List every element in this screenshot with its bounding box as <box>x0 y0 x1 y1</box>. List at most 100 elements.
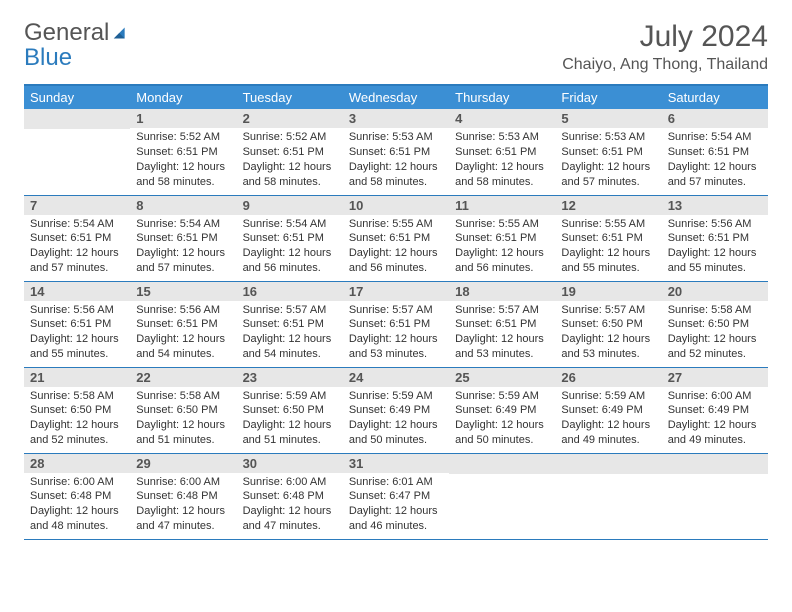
daylight-line: Daylight: 12 hours and 51 minutes. <box>243 418 337 448</box>
day-number: 26 <box>555 368 661 387</box>
sunset-line: Sunset: 6:51 PM <box>455 145 549 160</box>
calendar-cell: 19Sunrise: 5:57 AMSunset: 6:50 PMDayligh… <box>555 281 661 367</box>
daylight-line: Daylight: 12 hours and 58 minutes. <box>349 160 443 190</box>
daylight-line: Daylight: 12 hours and 47 minutes. <box>136 504 230 534</box>
day-body: Sunrise: 5:58 AMSunset: 6:50 PMDaylight:… <box>24 387 130 452</box>
calendar-cell: 21Sunrise: 5:58 AMSunset: 6:50 PMDayligh… <box>24 367 130 453</box>
calendar-cell: 3Sunrise: 5:53 AMSunset: 6:51 PMDaylight… <box>343 109 449 195</box>
calendar-cell: 27Sunrise: 6:00 AMSunset: 6:49 PMDayligh… <box>662 367 768 453</box>
day-body: Sunrise: 5:58 AMSunset: 6:50 PMDaylight:… <box>130 387 236 452</box>
day-number: 31 <box>343 454 449 473</box>
dow-header: Monday <box>130 86 236 109</box>
sunset-line: Sunset: 6:51 PM <box>30 317 124 332</box>
day-number: 28 <box>24 454 130 473</box>
sunset-line: Sunset: 6:51 PM <box>243 231 337 246</box>
day-body: Sunrise: 6:01 AMSunset: 6:47 PMDaylight:… <box>343 473 449 538</box>
day-body: Sunrise: 5:55 AMSunset: 6:51 PMDaylight:… <box>449 215 555 280</box>
daylight-line: Daylight: 12 hours and 57 minutes. <box>136 246 230 276</box>
day-number: 22 <box>130 368 236 387</box>
dow-header: Friday <box>555 86 661 109</box>
day-body: Sunrise: 5:58 AMSunset: 6:50 PMDaylight:… <box>662 301 768 366</box>
day-number: 14 <box>24 282 130 301</box>
day-number: 2 <box>237 109 343 128</box>
title-block: July 2024 Chaiyo, Ang Thong, Thailand <box>562 20 768 78</box>
sunset-line: Sunset: 6:51 PM <box>668 145 762 160</box>
calendar-week: 14Sunrise: 5:56 AMSunset: 6:51 PMDayligh… <box>24 281 768 367</box>
day-number: 12 <box>555 196 661 215</box>
sunrise-line: Sunrise: 5:57 AM <box>455 303 549 318</box>
day-body: Sunrise: 5:54 AMSunset: 6:51 PMDaylight:… <box>662 128 768 193</box>
day-number-empty <box>555 454 661 474</box>
calendar-cell: 18Sunrise: 5:57 AMSunset: 6:51 PMDayligh… <box>449 281 555 367</box>
day-number: 18 <box>449 282 555 301</box>
calendar-cell: 11Sunrise: 5:55 AMSunset: 6:51 PMDayligh… <box>449 195 555 281</box>
sunrise-line: Sunrise: 5:54 AM <box>668 130 762 145</box>
day-number: 17 <box>343 282 449 301</box>
calendar-cell: 26Sunrise: 5:59 AMSunset: 6:49 PMDayligh… <box>555 367 661 453</box>
daylight-line: Daylight: 12 hours and 54 minutes. <box>243 332 337 362</box>
sunrise-line: Sunrise: 5:53 AM <box>349 130 443 145</box>
calendar-cell: 15Sunrise: 5:56 AMSunset: 6:51 PMDayligh… <box>130 281 236 367</box>
day-body: Sunrise: 5:57 AMSunset: 6:51 PMDaylight:… <box>449 301 555 366</box>
day-number: 6 <box>662 109 768 128</box>
daylight-line: Daylight: 12 hours and 55 minutes. <box>668 246 762 276</box>
sunset-line: Sunset: 6:48 PM <box>30 489 124 504</box>
calendar-cell <box>449 453 555 539</box>
calendar-week: 7Sunrise: 5:54 AMSunset: 6:51 PMDaylight… <box>24 195 768 281</box>
calendar-cell: 24Sunrise: 5:59 AMSunset: 6:49 PMDayligh… <box>343 367 449 453</box>
dow-header: Wednesday <box>343 86 449 109</box>
daylight-line: Daylight: 12 hours and 52 minutes. <box>668 332 762 362</box>
sunset-line: Sunset: 6:48 PM <box>136 489 230 504</box>
day-number: 9 <box>237 196 343 215</box>
day-number: 30 <box>237 454 343 473</box>
sunset-line: Sunset: 6:49 PM <box>455 403 549 418</box>
day-number: 15 <box>130 282 236 301</box>
day-number: 4 <box>449 109 555 128</box>
day-body: Sunrise: 6:00 AMSunset: 6:48 PMDaylight:… <box>24 473 130 538</box>
calendar-cell: 30Sunrise: 6:00 AMSunset: 6:48 PMDayligh… <box>237 453 343 539</box>
sunset-line: Sunset: 6:51 PM <box>243 145 337 160</box>
sunrise-line: Sunrise: 5:55 AM <box>561 217 655 232</box>
sunset-line: Sunset: 6:51 PM <box>455 317 549 332</box>
daylight-line: Daylight: 12 hours and 53 minutes. <box>349 332 443 362</box>
day-number: 23 <box>237 368 343 387</box>
sunset-line: Sunset: 6:50 PM <box>30 403 124 418</box>
calendar-body: 1Sunrise: 5:52 AMSunset: 6:51 PMDaylight… <box>24 109 768 539</box>
daylight-line: Daylight: 12 hours and 52 minutes. <box>30 418 124 448</box>
sunset-line: Sunset: 6:51 PM <box>349 231 443 246</box>
sunset-line: Sunset: 6:49 PM <box>349 403 443 418</box>
calendar-cell <box>555 453 661 539</box>
sunrise-line: Sunrise: 5:58 AM <box>668 303 762 318</box>
day-number: 7 <box>24 196 130 215</box>
calendar-cell: 31Sunrise: 6:01 AMSunset: 6:47 PMDayligh… <box>343 453 449 539</box>
calendar-table: SundayMondayTuesdayWednesdayThursdayFrid… <box>24 86 768 540</box>
calendar-week: 21Sunrise: 5:58 AMSunset: 6:50 PMDayligh… <box>24 367 768 453</box>
daylight-line: Daylight: 12 hours and 57 minutes. <box>668 160 762 190</box>
day-number: 19 <box>555 282 661 301</box>
sunrise-line: Sunrise: 6:00 AM <box>243 475 337 490</box>
dow-header: Tuesday <box>237 86 343 109</box>
header: GeneralBlue July 2024 Chaiyo, Ang Thong,… <box>24 20 768 78</box>
calendar-cell: 22Sunrise: 5:58 AMSunset: 6:50 PMDayligh… <box>130 367 236 453</box>
day-body: Sunrise: 5:57 AMSunset: 6:51 PMDaylight:… <box>237 301 343 366</box>
day-number: 27 <box>662 368 768 387</box>
calendar-week: 28Sunrise: 6:00 AMSunset: 6:48 PMDayligh… <box>24 453 768 539</box>
day-number: 1 <box>130 109 236 128</box>
sunset-line: Sunset: 6:50 PM <box>561 317 655 332</box>
sunrise-line: Sunrise: 5:55 AM <box>349 217 443 232</box>
sunrise-line: Sunrise: 5:54 AM <box>243 217 337 232</box>
sunrise-line: Sunrise: 5:57 AM <box>243 303 337 318</box>
sunset-line: Sunset: 6:50 PM <box>243 403 337 418</box>
calendar-cell: 9Sunrise: 5:54 AMSunset: 6:51 PMDaylight… <box>237 195 343 281</box>
calendar-head: SundayMondayTuesdayWednesdayThursdayFrid… <box>24 86 768 109</box>
day-body: Sunrise: 5:54 AMSunset: 6:51 PMDaylight:… <box>130 215 236 280</box>
daylight-line: Daylight: 12 hours and 54 minutes. <box>136 332 230 362</box>
day-number: 29 <box>130 454 236 473</box>
day-body: Sunrise: 5:54 AMSunset: 6:51 PMDaylight:… <box>24 215 130 280</box>
day-body: Sunrise: 6:00 AMSunset: 6:48 PMDaylight:… <box>130 473 236 538</box>
day-body: Sunrise: 5:53 AMSunset: 6:51 PMDaylight:… <box>555 128 661 193</box>
daylight-line: Daylight: 12 hours and 50 minutes. <box>455 418 549 448</box>
day-body: Sunrise: 6:00 AMSunset: 6:49 PMDaylight:… <box>662 387 768 452</box>
day-body: Sunrise: 6:00 AMSunset: 6:48 PMDaylight:… <box>237 473 343 538</box>
day-body: Sunrise: 5:56 AMSunset: 6:51 PMDaylight:… <box>130 301 236 366</box>
